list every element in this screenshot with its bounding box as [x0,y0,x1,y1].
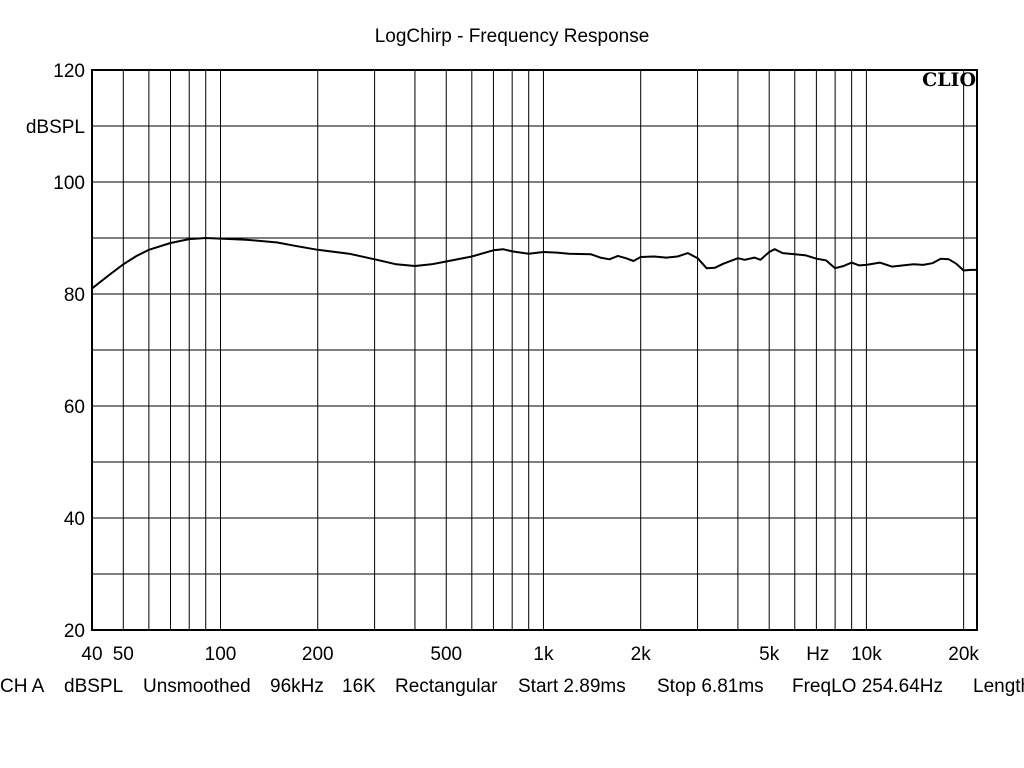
x-tick-label: 200 [302,644,334,665]
x-tick-label: 100 [205,644,237,665]
y-tick-label: 100 [53,173,85,194]
sample-rate-readout: 96kHz [270,676,324,697]
grid-lines [92,70,977,630]
y-tick-label: 80 [64,285,85,306]
data-series [91,237,977,290]
fft-size-readout: 16K [342,676,376,697]
x-tick-label: 500 [430,644,462,665]
length-readout: Length [973,676,1024,697]
y-tick-label: 20 [64,621,85,642]
measurement-status-bar: CH A dBSPL Unsmoothed 96kHz 16K Rectangu… [0,676,1024,702]
plot-frame [91,69,978,631]
window-readout: Rectangular [395,676,498,697]
channel-readout: CH A [0,676,45,697]
x-tick-label: 2k [631,644,652,665]
clio-brand-label: CLIO [922,69,976,91]
x-tick-label: 5k [759,644,780,665]
frequency-response-line [91,237,977,290]
x-axis-label: Hz [806,644,829,665]
y-tick-label: 120 [53,61,85,82]
start-time-readout: Start 2.89ms [518,676,626,697]
y-axis-label: dBSPL [26,117,85,138]
x-tick-label: 50 [113,644,134,665]
x-tick-label: 1k [533,644,554,665]
x-tick-labels: 40 50 100 200 500 1k 2k 5k 10k 20k [81,644,979,665]
stop-time-readout: Stop 6.81ms [657,676,764,697]
freq-lo-readout: FreqLO 254.64Hz [792,676,944,697]
y-tick-label: 60 [64,397,85,418]
x-tick-label: 10k [851,644,882,665]
units-readout: dBSPL [64,676,124,697]
smoothing-readout: Unsmoothed [143,676,251,697]
chart-title: LogChirp - Frequency Response [375,26,650,47]
y-tick-label: 40 [64,509,85,530]
x-tick-label: 20k [948,644,979,665]
x-tick-label: 40 [81,644,102,665]
y-tick-labels: 20 40 60 80 100 120 [53,61,85,642]
